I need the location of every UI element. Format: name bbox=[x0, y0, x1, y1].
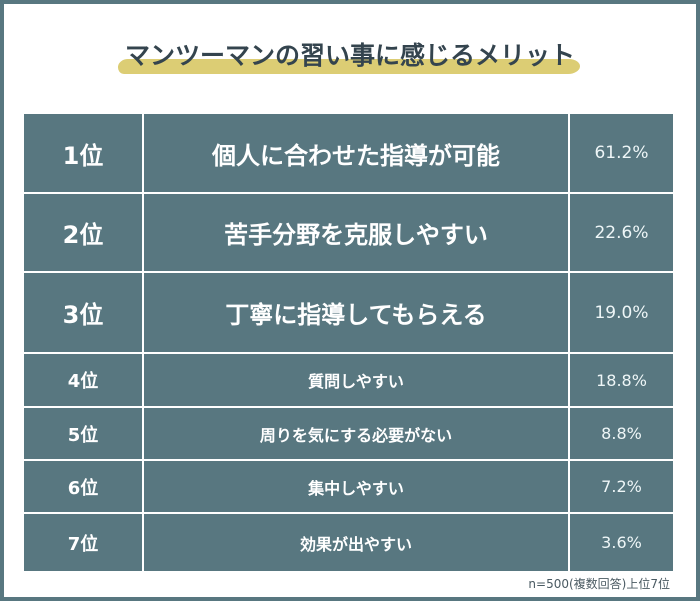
percent-cell: 8.8% bbox=[601, 424, 642, 443]
percent-cell: 3.6% bbox=[601, 533, 642, 552]
column-divider bbox=[142, 461, 144, 512]
column-divider bbox=[568, 354, 570, 406]
item-cell: 集中しやすい bbox=[308, 478, 404, 498]
percent-cell: 7.2% bbox=[601, 477, 642, 496]
item-cell: 質問しやすい bbox=[308, 372, 404, 391]
rank-cell: 7位 bbox=[67, 533, 99, 555]
table-row: 7位 効果が出やすい 3.6% bbox=[24, 514, 673, 571]
item-cell: 苦手分野を克服しやすい bbox=[224, 221, 488, 249]
rank-cell: 2位 bbox=[62, 221, 104, 249]
column-divider bbox=[568, 194, 570, 271]
rank-cell: 5位 bbox=[67, 424, 99, 446]
rank-cell: 3位 bbox=[62, 301, 104, 329]
row-divider bbox=[24, 406, 673, 408]
row-divider bbox=[24, 352, 673, 354]
table-row: 4位 質問しやすい 18.8% bbox=[24, 354, 673, 406]
item-cell: 周りを気にする必要がない bbox=[259, 425, 453, 445]
percent-cell: 22.6% bbox=[594, 222, 649, 243]
table-row: 6位 集中しやすい 7.2% bbox=[24, 461, 673, 512]
percent-cell: 19.0% bbox=[594, 302, 649, 323]
item-cell: 個人に合わせた指導が可能 bbox=[212, 141, 500, 170]
column-divider bbox=[142, 514, 144, 571]
column-divider bbox=[142, 354, 144, 406]
item-cell: 効果が出やすい bbox=[299, 534, 412, 554]
column-divider bbox=[142, 114, 144, 192]
column-divider bbox=[568, 408, 570, 459]
table-row: 2位 苦手分野を克服しやすい 22.6% bbox=[24, 194, 673, 271]
row-divider bbox=[24, 192, 673, 194]
table-row: 1位 個人に合わせた指導が可能 61.2% bbox=[24, 114, 673, 192]
rank-cell: 1位 bbox=[62, 141, 104, 170]
title-block: マンツーマンの習い事に感じるメリット bbox=[0, 36, 700, 82]
table-row: 5位 周りを気にする必要がない 8.8% bbox=[24, 408, 673, 459]
column-divider bbox=[568, 461, 570, 512]
column-divider bbox=[142, 273, 144, 352]
column-divider bbox=[568, 514, 570, 571]
item-cell: 丁寧に指導してもらえる bbox=[225, 301, 487, 329]
row-divider bbox=[24, 512, 673, 514]
rank-cell: 6位 bbox=[67, 477, 99, 499]
rank-cell: 4位 bbox=[67, 371, 99, 392]
column-divider bbox=[142, 194, 144, 271]
page-title: マンツーマンの習い事に感じるメリット bbox=[124, 41, 575, 70]
sample-size-footnote: n=500(複数回答)上位7位 bbox=[528, 577, 670, 591]
column-divider bbox=[568, 273, 570, 352]
percent-cell: 18.8% bbox=[596, 370, 647, 390]
column-divider bbox=[142, 408, 144, 459]
percent-cell: 61.2% bbox=[594, 143, 649, 163]
column-divider bbox=[568, 114, 570, 192]
row-divider bbox=[24, 459, 673, 461]
row-divider bbox=[24, 271, 673, 273]
table-row: 3位 丁寧に指導してもらえる 19.0% bbox=[24, 273, 673, 352]
